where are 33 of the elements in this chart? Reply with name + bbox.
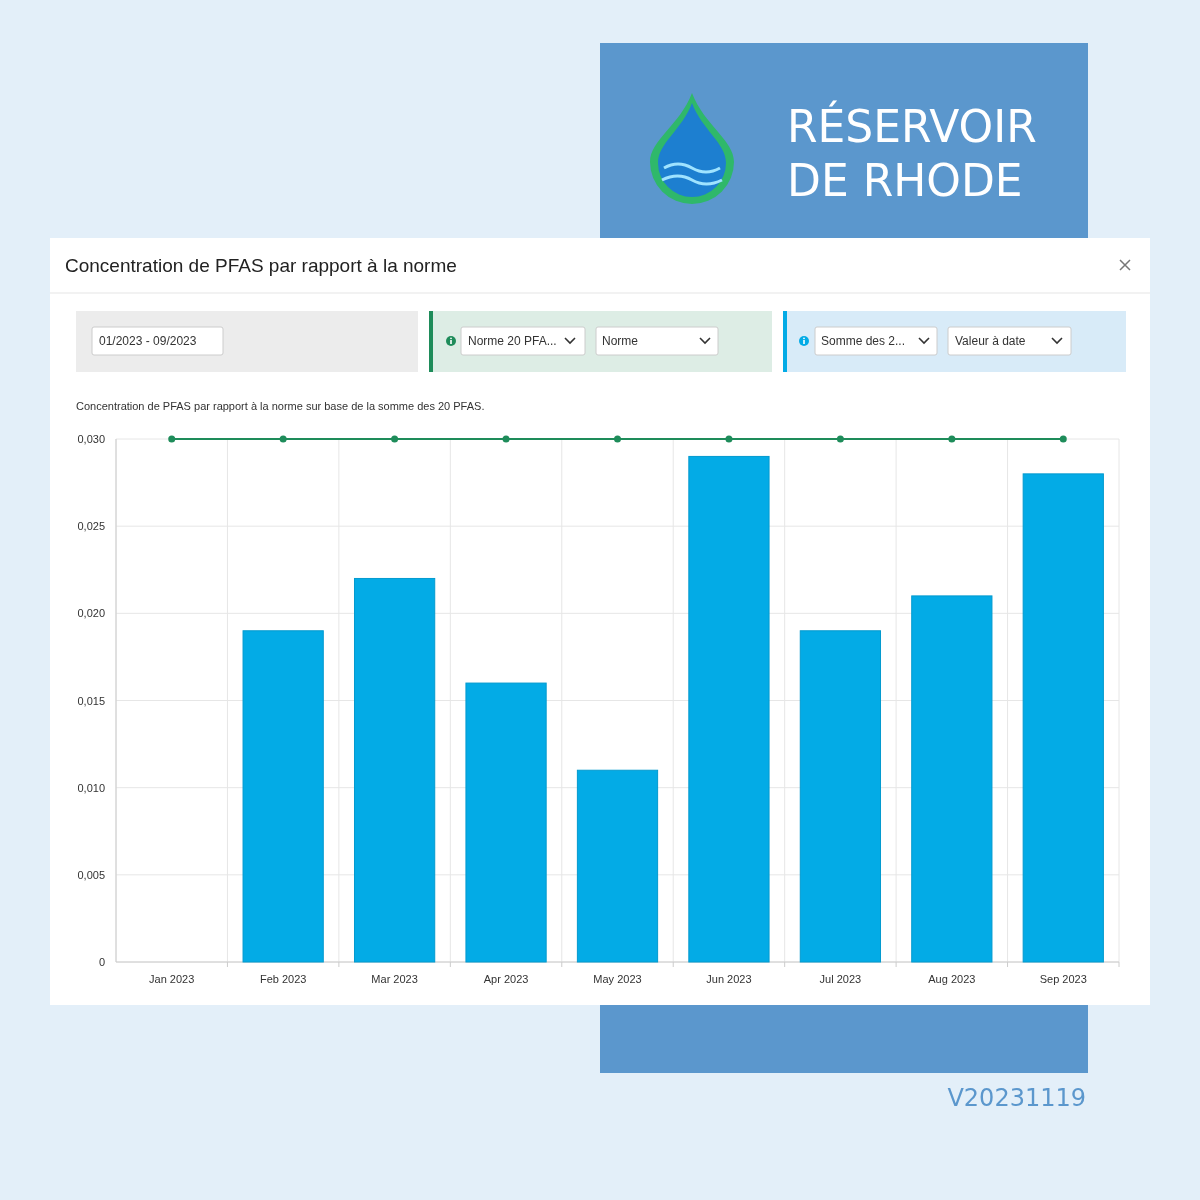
x-tick-label: Feb 2023 (259, 973, 307, 985)
y-tick-label: 0,005 (77, 868, 105, 881)
chart-title: Concentration de PFAS par rapport à la norme (65, 255, 457, 276)
text: Norme 20 PFA... (468, 334, 557, 348)
text: 01/2023 - 09/2023 (99, 334, 197, 348)
bar (799, 630, 882, 963)
text: Valeur à date (955, 334, 1026, 348)
bar (688, 455, 770, 963)
y-tick-label: 0 (98, 956, 105, 968)
text: RÉSERVOIR DE RHODE (787, 100, 1037, 206)
x-tick-label: Jun 2023 (706, 973, 752, 985)
bar (242, 630, 324, 963)
x-tick-label: Jan 2023 (149, 973, 195, 985)
y-tick-label: 0,015 (77, 694, 105, 707)
bar (353, 577, 436, 963)
bar (465, 682, 547, 963)
x-tick-label: Jul 2023 (819, 973, 862, 985)
bar (576, 769, 659, 963)
y-tick-label: 0,010 (77, 781, 105, 794)
x-tick-label: Sep 2023 (1039, 973, 1087, 985)
chart-subtitle: Concentration de PFAS par rapport à la norme sur base de la somme des 20 PFAS. (76, 400, 485, 412)
bar (1022, 473, 1104, 963)
x-tick-label: Aug 2023 (928, 973, 976, 985)
x-tick-label: Mar 2023 (371, 973, 418, 985)
text: Somme des 2... (821, 334, 906, 348)
text: Norme (602, 334, 639, 348)
x-tick-label: May 2023 (593, 973, 642, 985)
bar (911, 595, 993, 963)
y-tick-label: 0,025 (77, 520, 105, 533)
text: V20231119 (947, 1084, 1086, 1112)
y-tick-label: 0,020 (77, 607, 105, 620)
y-tick-label: 0,030 (77, 433, 105, 445)
x-tick-label: Apr 2023 (483, 973, 529, 985)
